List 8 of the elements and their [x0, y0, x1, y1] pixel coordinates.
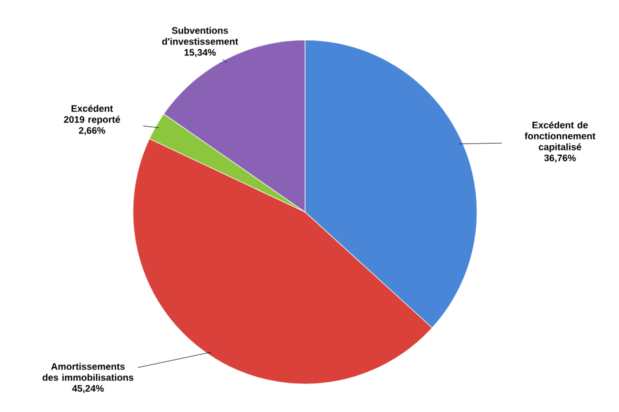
slice-label: Excédent 2019 reporté — [64, 104, 120, 125]
data-label: 15,34% — [184, 49, 216, 58]
data-label: 45,24% — [72, 385, 104, 394]
slice-label: Amortissements des immobilisations — [42, 362, 134, 381]
data-label: 36,76% — [544, 154, 576, 163]
data-label: 2,66% — [78, 127, 106, 136]
slice-label: Subventions d'investissement — [162, 26, 238, 45]
slice-label: Excédent de fonctionnement capitalisé — [524, 121, 596, 152]
